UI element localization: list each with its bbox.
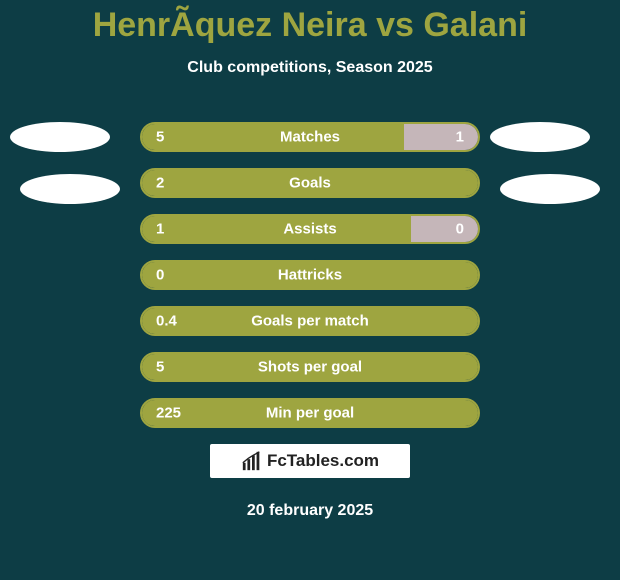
stat-bar-label: Min per goal <box>142 405 478 422</box>
chart-bars-icon <box>241 450 263 472</box>
stat-bar: 51Matches <box>140 122 480 152</box>
stat-bar: 0Hattricks <box>140 260 480 290</box>
stat-bars: 51Matches 2Goals 10Assists 0Hattricks 0.4Goa… <box>140 122 480 444</box>
stat-bar-label: Goals per match <box>142 313 478 330</box>
stat-bar: 0.4Goals per match <box>140 306 480 336</box>
comparison-infographic: HenrÃ­quez Neira vs Galani Club competit… <box>0 0 620 580</box>
stat-bar: 5Shots per goal <box>140 352 480 382</box>
player1-photo-oval-1 <box>10 122 110 152</box>
page-subtitle: Club competitions, Season 2025 <box>0 59 620 77</box>
watermark-badge: FcTables.com <box>210 444 410 478</box>
stat-bar: 10Assists <box>140 214 480 244</box>
stat-bar-label: Matches <box>142 129 478 146</box>
stat-bar-label: Assists <box>142 221 478 238</box>
stat-bar-label: Shots per goal <box>142 359 478 376</box>
page-title: HenrÃ­quez Neira vs Galani <box>0 0 620 45</box>
watermark-text: FcTables.com <box>267 451 379 471</box>
stat-bar-label: Hattricks <box>142 267 478 284</box>
player1-photo-oval-2 <box>20 174 120 204</box>
stat-bar-label: Goals <box>142 175 478 192</box>
stat-bar: 225Min per goal <box>140 398 480 428</box>
player2-photo-oval-1 <box>490 122 590 152</box>
stat-bar: 2Goals <box>140 168 480 198</box>
date-label: 20 february 2025 <box>0 502 620 520</box>
player2-photo-oval-2 <box>500 174 600 204</box>
